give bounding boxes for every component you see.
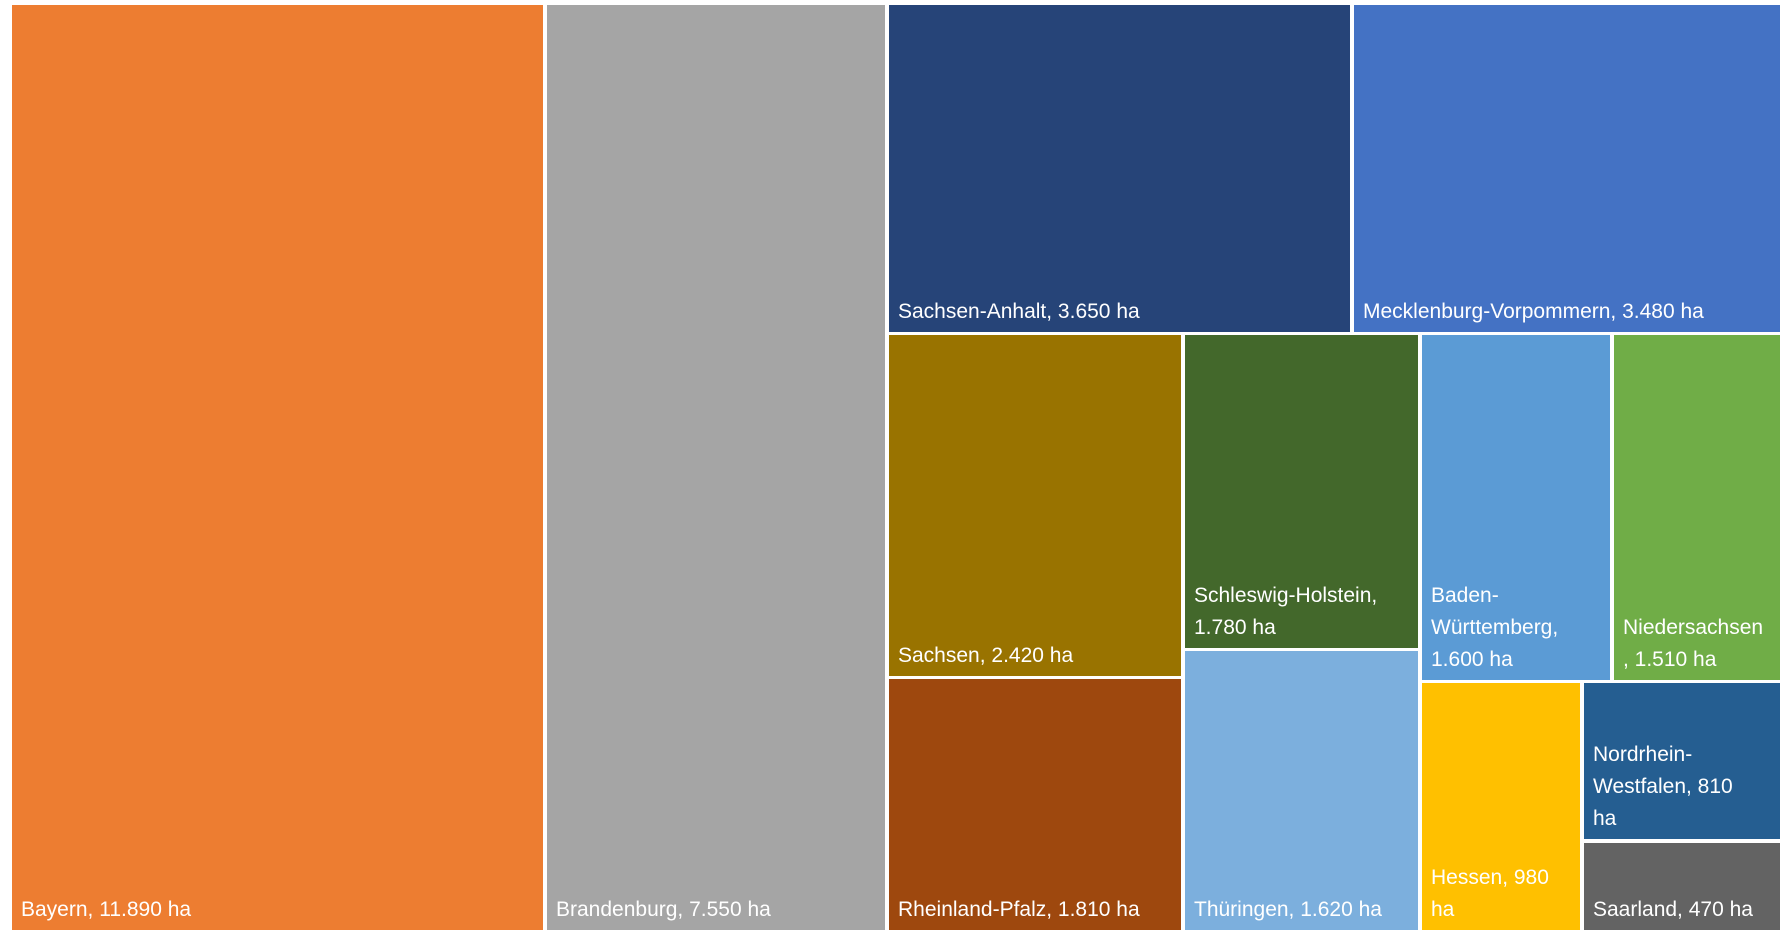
tile-rect-brandenburg xyxy=(547,5,885,930)
tile-sachsen-anhalt: Sachsen-Anhalt, 3.650 ha xyxy=(889,5,1350,332)
tile-baden-wuerttemberg: Baden- Württemberg, 1.600 ha xyxy=(1422,335,1610,680)
tile-label-nordrhein-westfalen: Nordrhein- xyxy=(1593,743,1692,766)
tile-saarland: Saarland, 470 ha xyxy=(1584,843,1780,930)
tile-label-mecklenburg-vorpommern: Mecklenburg-Vorpommern, 3.480 ha xyxy=(1363,300,1704,323)
tile-rect-baden-wuerttemberg xyxy=(1422,335,1610,680)
tile-label-nordrhein-westfalen: ha xyxy=(1593,807,1617,830)
tile-label-niedersachsen: , 1.510 ha xyxy=(1623,648,1717,671)
tile-rheinland-pfalz: Rheinland-Pfalz, 1.810 ha xyxy=(889,679,1181,930)
tile-rect-sachsen-anhalt xyxy=(889,5,1350,332)
tile-label-bayern: Bayern, 11.890 ha xyxy=(21,898,191,921)
tile-label-sachsen: Sachsen, 2.420 ha xyxy=(898,644,1073,667)
tile-rect-saarland xyxy=(1584,843,1780,930)
tile-label-saarland: Saarland, 470 ha xyxy=(1593,898,1753,921)
tile-label-hessen: ha xyxy=(1431,898,1455,921)
tile-label-rheinland-pfalz: Rheinland-Pfalz, 1.810 ha xyxy=(898,898,1140,921)
tile-label-niedersachsen: Niedersachsen xyxy=(1623,616,1763,639)
tile-label-nordrhein-westfalen: Westfalen, 810 xyxy=(1593,775,1733,798)
tile-rect-sachsen xyxy=(889,335,1181,676)
tile-mecklenburg-vorpommern: Mecklenburg-Vorpommern, 3.480 ha xyxy=(1354,5,1780,332)
tile-rect-hessen xyxy=(1422,683,1580,930)
tile-schleswig-holstein: Schleswig-Holstein, 1.780 ha xyxy=(1185,335,1418,648)
tile-rect-niedersachsen xyxy=(1614,335,1780,680)
tile-brandenburg: Brandenburg, 7.550 ha xyxy=(547,5,885,930)
tile-hessen: Hessen, 980 ha xyxy=(1422,683,1580,930)
tile-rect-nordrhein-westfalen xyxy=(1584,683,1780,839)
tile-label-schleswig-holstein: Schleswig-Holstein, xyxy=(1194,584,1377,607)
tile-label-baden-wuerttemberg: 1.600 ha xyxy=(1431,648,1513,671)
tile-niedersachsen: Niedersachsen , 1.510 ha xyxy=(1614,335,1780,680)
tile-label-sachsen-anhalt: Sachsen-Anhalt, 3.650 ha xyxy=(898,300,1140,323)
tile-label-brandenburg: Brandenburg, 7.550 ha xyxy=(556,898,771,921)
tile-sachsen: Sachsen, 2.420 ha xyxy=(889,335,1181,676)
tile-label-hessen: Hessen, 980 xyxy=(1431,866,1549,889)
tile-bayern: Bayern, 11.890 ha xyxy=(12,5,543,930)
tile-rect-thueringen xyxy=(1185,651,1418,930)
tile-rect-rheinland-pfalz xyxy=(889,679,1181,930)
tile-label-schleswig-holstein: 1.780 ha xyxy=(1194,616,1276,639)
tile-rect-bayern xyxy=(12,5,543,930)
tile-rect-mecklenburg-vorpommern xyxy=(1354,5,1780,332)
tile-thueringen: Thüringen, 1.620 ha xyxy=(1185,651,1418,930)
tile-label-baden-wuerttemberg: Württemberg, xyxy=(1431,616,1558,639)
tile-label-thueringen: Thüringen, 1.620 ha xyxy=(1194,898,1382,921)
tile-rect-schleswig-holstein xyxy=(1185,335,1418,648)
tile-nordrhein-westfalen: Nordrhein- Westfalen, 810 ha xyxy=(1584,683,1780,839)
tile-label-baden-wuerttemberg: Baden- xyxy=(1431,584,1499,607)
